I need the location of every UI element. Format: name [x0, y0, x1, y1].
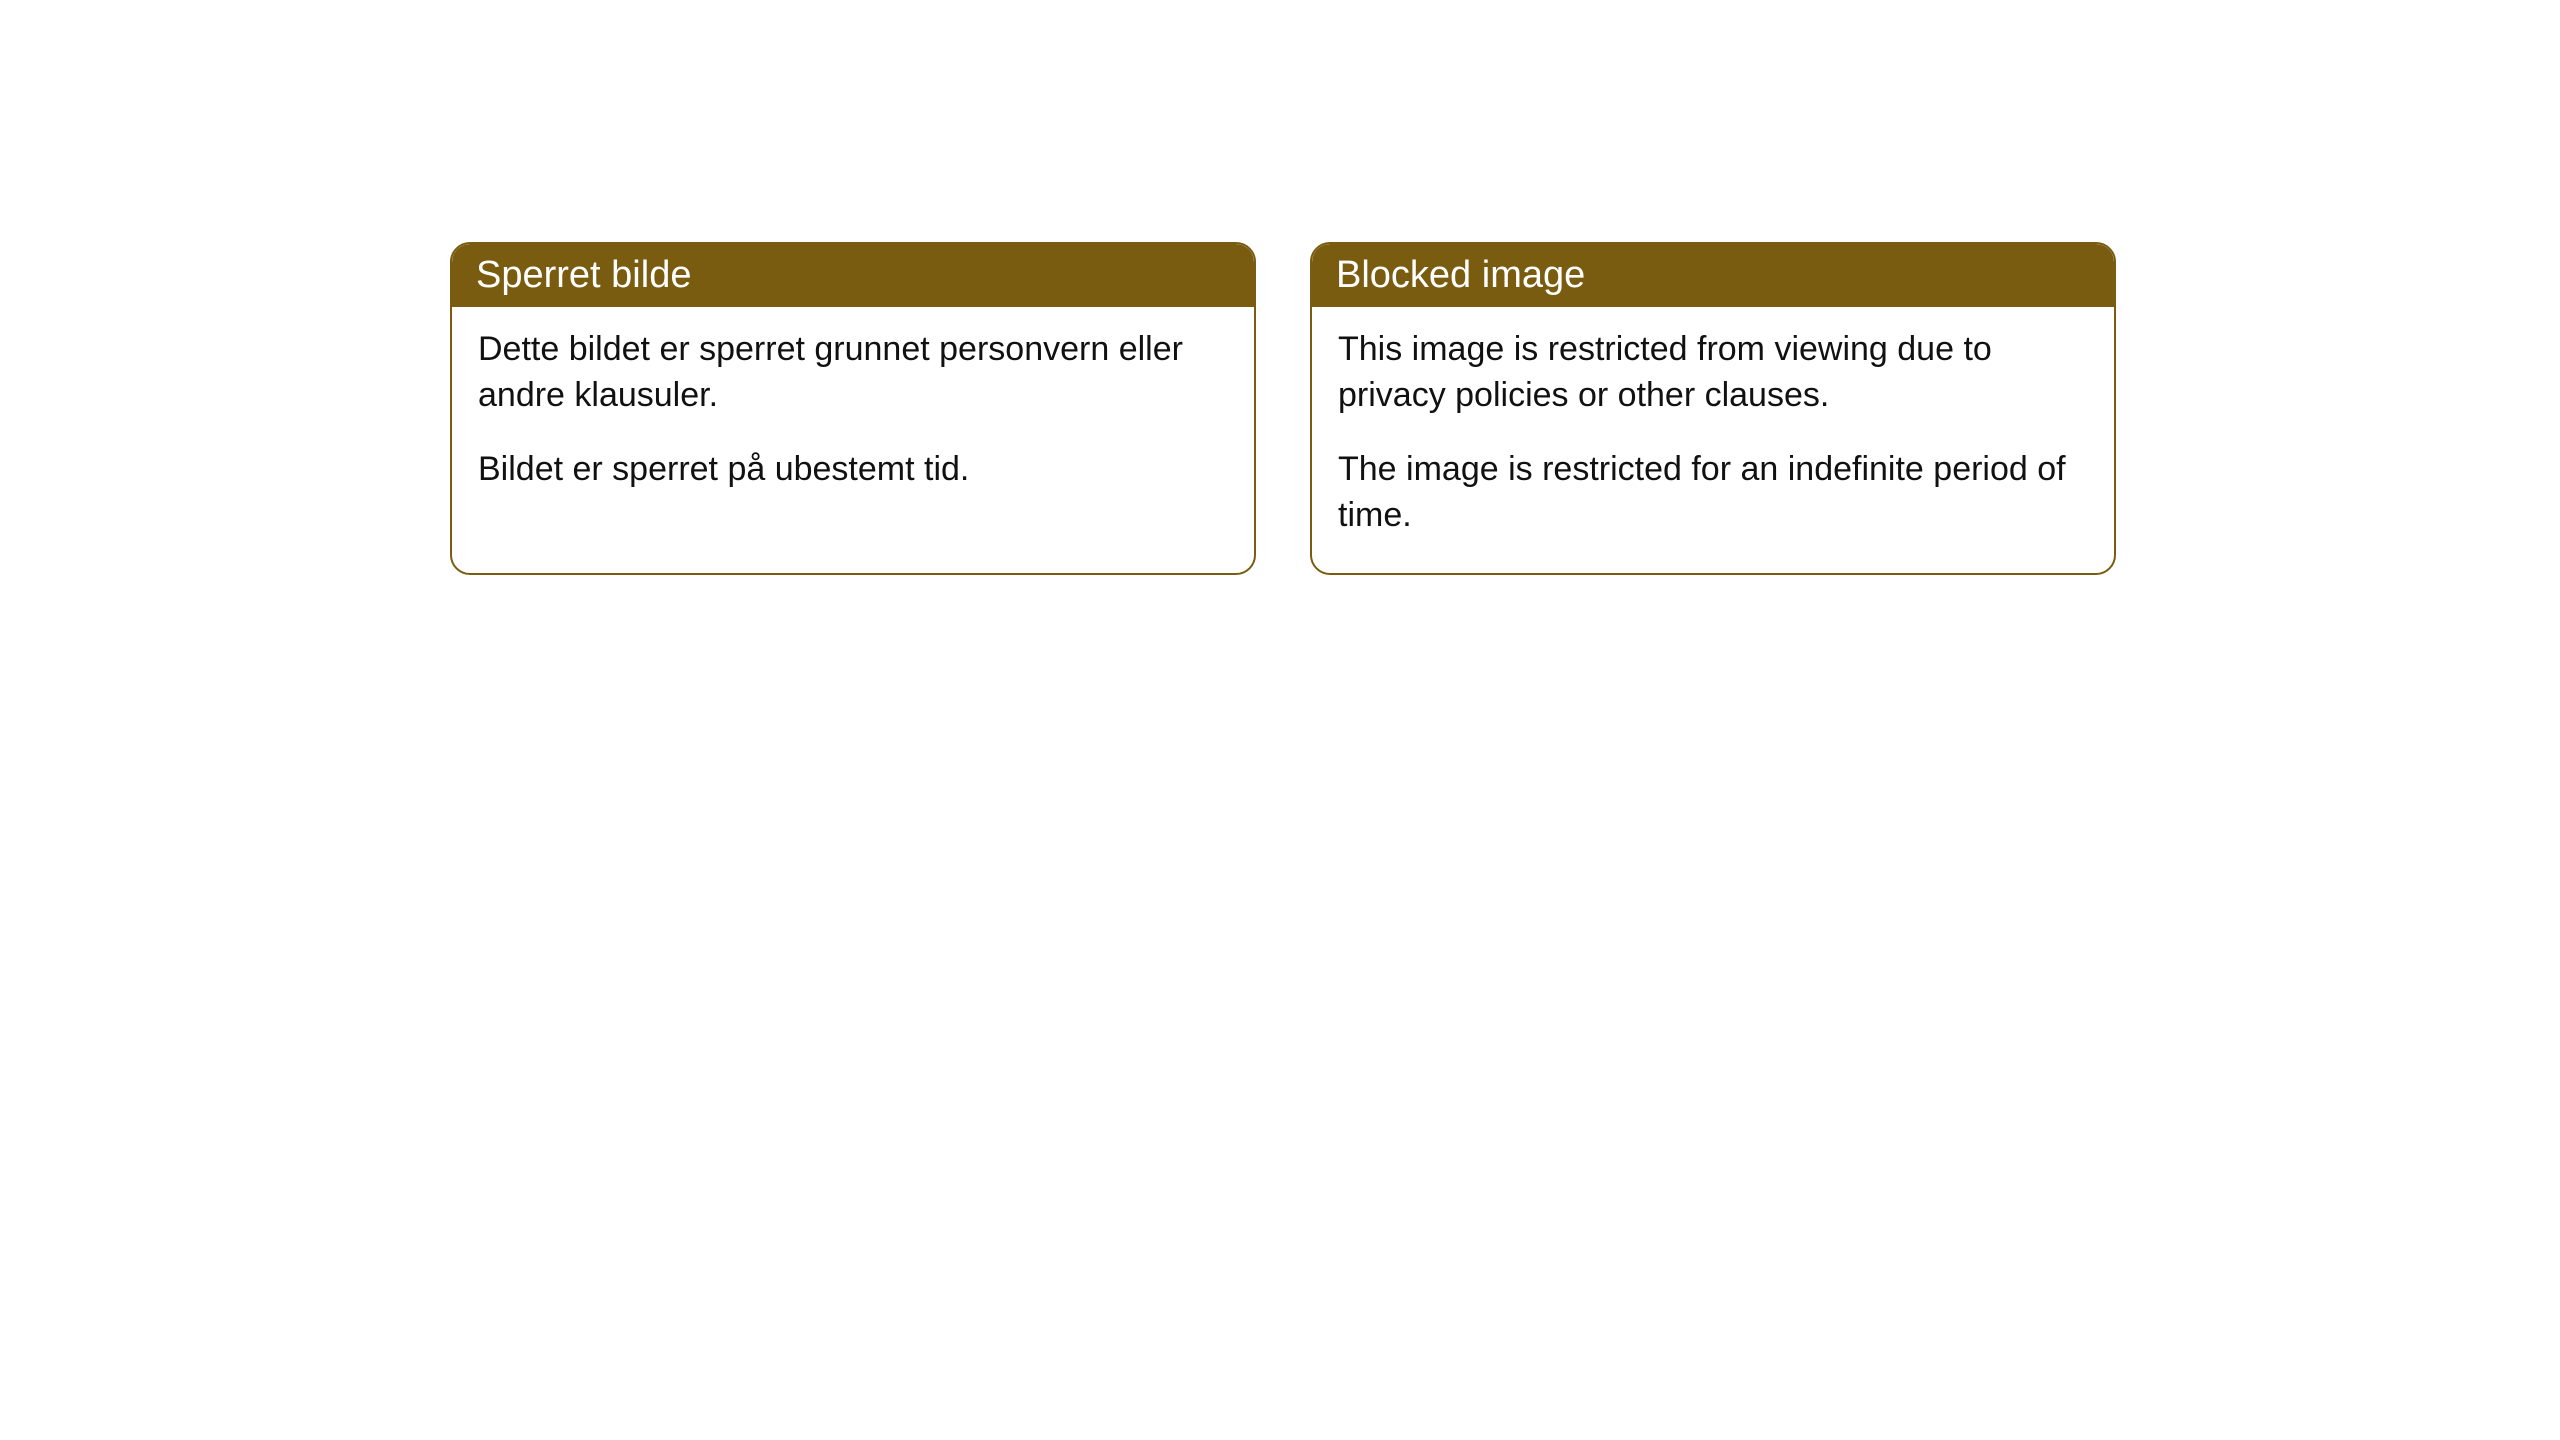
card-header: Sperret bilde [452, 244, 1254, 307]
notice-card-norwegian: Sperret bilde Dette bildet er sperret gr… [450, 242, 1256, 575]
card-paragraph-2: The image is restricted for an indefinit… [1338, 447, 2088, 539]
card-body: This image is restricted from viewing du… [1312, 307, 2114, 573]
card-paragraph-2: Bildet er sperret på ubestemt tid. [478, 447, 1228, 493]
card-paragraph-1: Dette bildet er sperret grunnet personve… [478, 327, 1228, 419]
card-body: Dette bildet er sperret grunnet personve… [452, 307, 1254, 527]
notice-cards-container: Sperret bilde Dette bildet er sperret gr… [450, 242, 2116, 575]
notice-card-english: Blocked image This image is restricted f… [1310, 242, 2116, 575]
card-paragraph-1: This image is restricted from viewing du… [1338, 327, 2088, 419]
card-header: Blocked image [1312, 244, 2114, 307]
